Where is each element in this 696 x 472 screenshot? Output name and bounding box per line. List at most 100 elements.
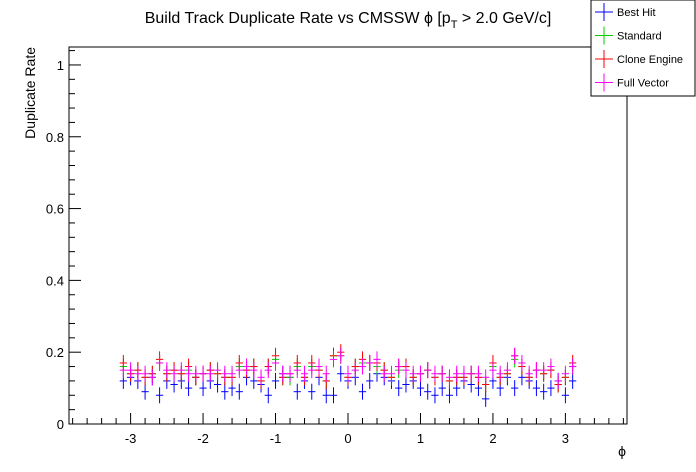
data-point xyxy=(503,362,512,379)
data-point xyxy=(511,347,519,364)
data-point xyxy=(561,387,570,404)
legend-entry: Clone Engine xyxy=(595,50,683,68)
data-point xyxy=(416,380,425,397)
data-point xyxy=(300,365,309,382)
data-point xyxy=(518,354,526,371)
data-point xyxy=(148,369,156,386)
data-point xyxy=(192,365,200,382)
data-point xyxy=(547,380,555,397)
data-point xyxy=(532,362,541,379)
x-tick-label: 1 xyxy=(417,431,424,446)
data-point xyxy=(453,365,461,382)
legend-label: Standard xyxy=(617,31,662,43)
data-point xyxy=(424,362,432,379)
data-point xyxy=(351,362,359,379)
data-point xyxy=(409,365,417,382)
data-point xyxy=(474,365,483,382)
data-point xyxy=(329,387,338,404)
y-tick-label: 0.4 xyxy=(46,273,64,288)
legend-box xyxy=(590,0,696,97)
data-point xyxy=(141,365,149,382)
legend-label: Best Hit xyxy=(617,7,656,19)
data-point xyxy=(569,372,577,389)
data-point xyxy=(221,383,229,400)
data-point xyxy=(155,354,164,371)
data-point xyxy=(395,358,403,375)
y-tick-label: 1 xyxy=(57,58,64,73)
data-point xyxy=(329,351,338,368)
data-point xyxy=(235,362,243,379)
data-point xyxy=(315,358,323,375)
data-point xyxy=(358,383,367,400)
y-tick-label: 0.6 xyxy=(46,202,64,217)
data-point xyxy=(286,365,294,382)
x-tick-label: 3 xyxy=(562,431,569,446)
data-point xyxy=(416,365,425,382)
chart-title: Build Track Duplicate Rate vs CMSSW ϕ [p… xyxy=(145,10,552,31)
data-point xyxy=(467,365,475,382)
y-tick-label: 0.2 xyxy=(46,345,64,360)
data-point xyxy=(155,387,164,404)
data-point xyxy=(402,376,410,393)
data-point xyxy=(199,365,207,382)
y-tick-label: 0 xyxy=(57,417,64,432)
x-tick-label: -1 xyxy=(270,431,282,446)
legend-label: Full Vector xyxy=(617,78,669,90)
data-point xyxy=(264,362,272,379)
data-point xyxy=(337,347,345,364)
data-point xyxy=(235,383,243,400)
data-point xyxy=(257,369,265,386)
data-point xyxy=(424,383,432,400)
data-point xyxy=(177,362,185,379)
data-point xyxy=(322,387,330,404)
legend-entry: Best Hit xyxy=(595,3,656,21)
data-point xyxy=(126,362,135,379)
data-point xyxy=(271,372,280,389)
data-point xyxy=(358,358,367,375)
data-point xyxy=(402,362,410,379)
data-point xyxy=(387,365,396,382)
legend: Best Hit Standard Clone Engine Full Vector xyxy=(590,0,696,97)
data-point xyxy=(322,365,330,382)
data-point xyxy=(170,365,178,382)
data-point xyxy=(489,362,497,379)
data-point xyxy=(308,362,316,379)
data-point xyxy=(337,365,345,382)
data-point xyxy=(221,365,229,382)
data-point xyxy=(213,362,222,379)
data-point xyxy=(496,365,504,382)
data-point xyxy=(141,383,149,400)
x-tick-label: 2 xyxy=(489,431,496,446)
data-point xyxy=(540,362,548,379)
data-point xyxy=(445,387,454,404)
data-point xyxy=(366,354,374,371)
legend-entry: Standard xyxy=(595,26,662,45)
data-point xyxy=(199,380,207,397)
data-point xyxy=(184,365,193,382)
x-axis-label: ϕ xyxy=(618,443,626,459)
data-point xyxy=(184,380,193,397)
data-point xyxy=(547,358,555,375)
data-point xyxy=(242,358,251,375)
data-point xyxy=(395,380,403,397)
data-point xyxy=(344,365,352,382)
data-point xyxy=(482,369,490,386)
data-point xyxy=(431,365,439,382)
data-point xyxy=(540,383,548,400)
data-point xyxy=(569,358,577,375)
data-point xyxy=(264,387,272,404)
x-tick-label: -2 xyxy=(197,431,209,446)
data-point xyxy=(250,362,258,379)
data-point xyxy=(134,365,142,382)
data-point xyxy=(308,383,316,400)
data-point xyxy=(511,380,519,397)
data-point xyxy=(380,365,388,382)
x-tick-label: 0 xyxy=(344,431,351,446)
data-point xyxy=(438,380,446,397)
data-point xyxy=(554,372,562,389)
legend-label: Clone Engine xyxy=(617,54,683,66)
legend-entry: Full Vector xyxy=(595,73,669,92)
data-point xyxy=(366,372,374,389)
y-axis-label: Duplicate Rate xyxy=(22,47,38,139)
